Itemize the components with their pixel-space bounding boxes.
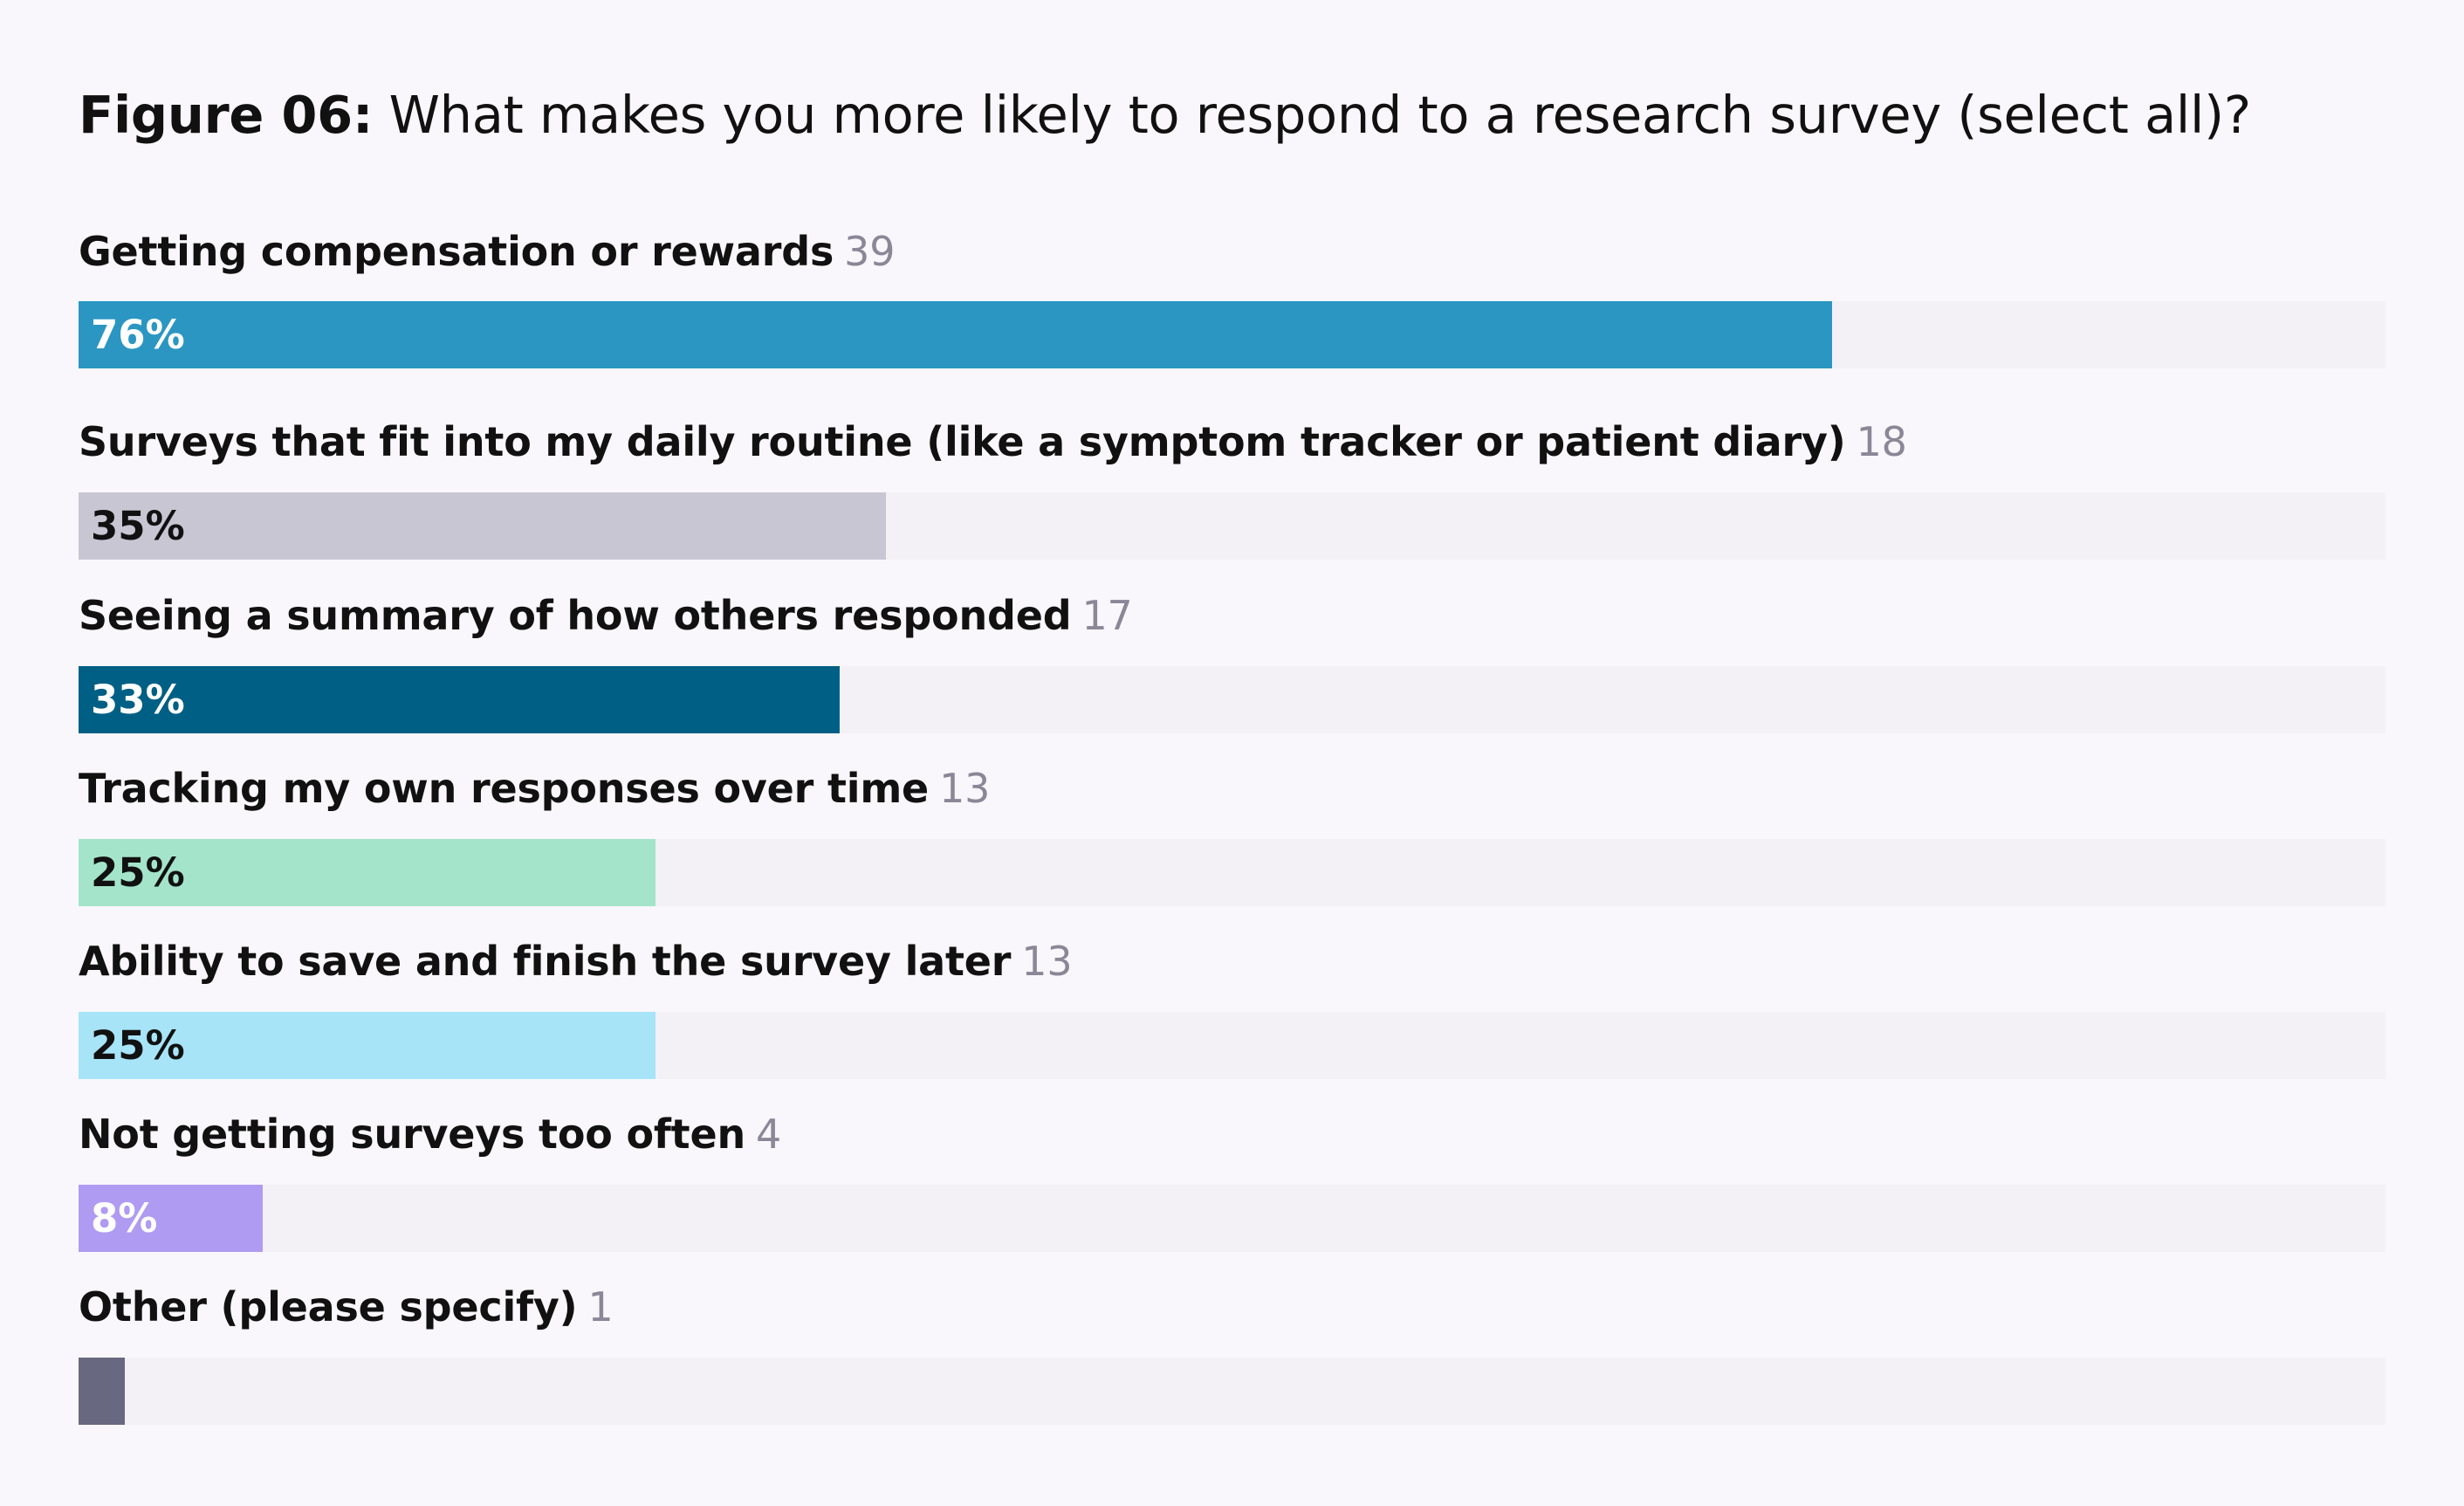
category-text: Ability to save and finish the survey la…: [79, 938, 1012, 985]
bar-track: 35%: [79, 492, 2385, 560]
category-text: Seeing a summary of how others responded: [79, 592, 1072, 639]
category-label: Seeing a summary of how others responded…: [79, 589, 1133, 642]
bar: [79, 492, 886, 560]
response-count: 1: [587, 1283, 614, 1331]
response-count: 13: [1021, 938, 1073, 985]
category-text: Tracking my own responses over time: [79, 765, 930, 812]
percent-label: 25%: [91, 849, 185, 896]
figure-number: Figure 06:: [79, 85, 374, 145]
title-text: What makes you more likely to respond to…: [388, 85, 2252, 145]
category-label: Getting compensation or rewards 39: [79, 225, 895, 278]
category-label: Surveys that fit into my daily routine (…: [79, 416, 1907, 468]
bar: [79, 1358, 125, 1425]
category-label: Not getting surveys too often 4: [79, 1108, 781, 1160]
percent-label: 25%: [91, 1022, 185, 1069]
percent-label: 8%: [91, 1195, 158, 1241]
category-label: Tracking my own responses over time 13: [79, 762, 990, 815]
response-count: 17: [1081, 592, 1133, 639]
percent-label: 33%: [91, 677, 185, 723]
category-label: Other (please specify) 1: [79, 1281, 614, 1333]
bar: [79, 1185, 263, 1252]
category-text: Not getting surveys too often: [79, 1111, 746, 1158]
bar-track: 33%: [79, 666, 2385, 733]
response-count: 4: [756, 1111, 782, 1158]
response-count: 18: [1856, 418, 1907, 465]
chart-title: Figure 06: What makes you more likely to…: [79, 80, 2392, 150]
bar-track: 8%: [79, 1185, 2385, 1252]
bar: [79, 839, 655, 906]
bar-track: 25%: [79, 839, 2385, 906]
percent-label: 35%: [91, 503, 185, 549]
bar: [79, 301, 1832, 368]
response-count: 39: [844, 228, 896, 275]
category-text: Other (please specify): [79, 1283, 578, 1331]
bar-track: [79, 1358, 2385, 1425]
bar-track: 25%: [79, 1012, 2385, 1079]
category-text: Surveys that fit into my daily routine (…: [79, 418, 1846, 465]
bar: [79, 666, 840, 733]
category-label: Ability to save and finish the survey la…: [79, 935, 1073, 987]
percent-label: 76%: [91, 312, 185, 358]
bar-track: 76%: [79, 301, 2385, 368]
category-text: Getting compensation or rewards: [79, 228, 834, 275]
bar: [79, 1012, 655, 1079]
response-count: 13: [939, 765, 991, 812]
